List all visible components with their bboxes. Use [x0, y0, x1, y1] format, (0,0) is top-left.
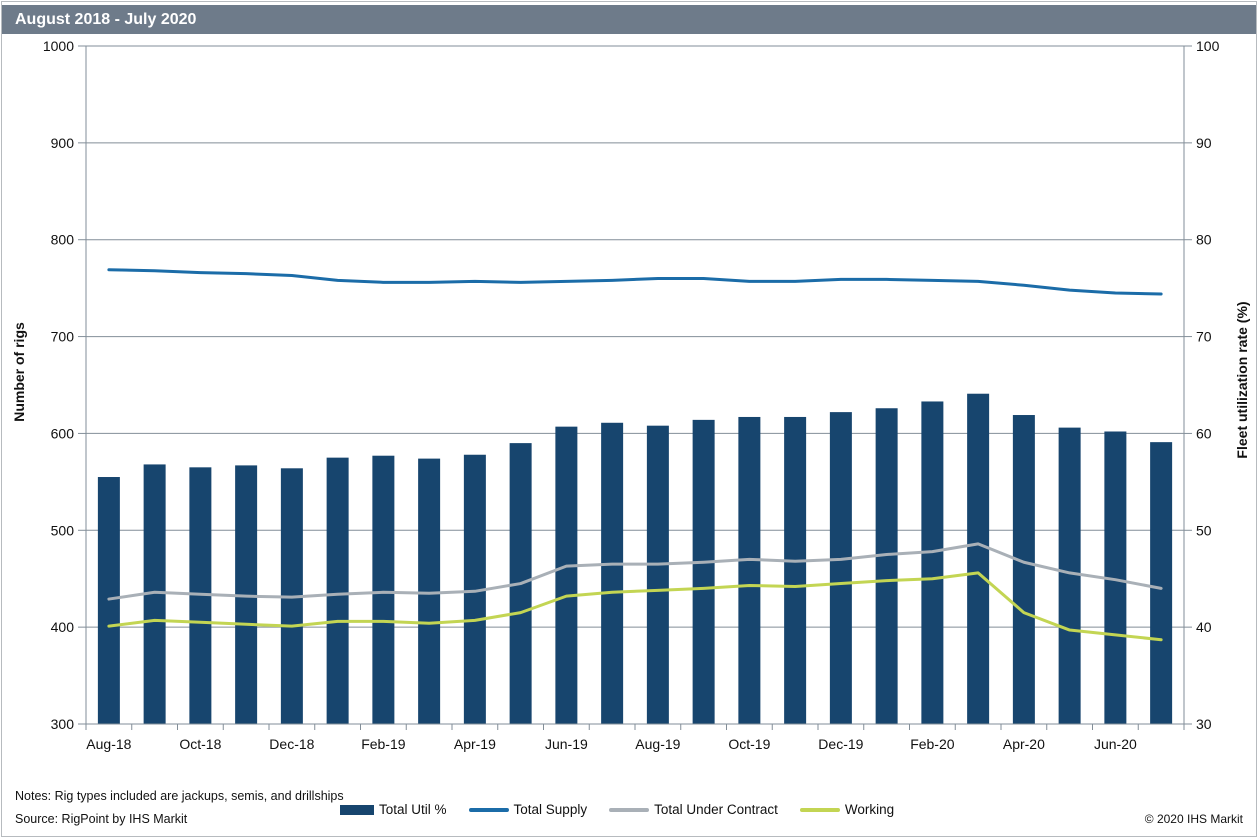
- legend-label-working: Working: [844, 802, 895, 817]
- bar-total-util: [646, 425, 669, 724]
- left-axis-title: Number of rigs: [11, 322, 27, 422]
- bar-total-util: [829, 412, 852, 724]
- legend-item-total-util: Total Util %: [340, 802, 447, 817]
- legend-item-total-under-contract: Total Under Contract: [609, 802, 778, 817]
- bar-total-util: [738, 416, 761, 724]
- bar-total-util: [692, 419, 715, 724]
- x-axis-tick-label: Apr-20: [1003, 736, 1045, 752]
- left-axis-tick-label: 300: [51, 716, 75, 732]
- left-axis-tick-label: 1000: [43, 38, 74, 54]
- right-axis-tick-label: 40: [1196, 619, 1212, 635]
- chart-title: August 2018 - July 2020: [15, 11, 197, 28]
- x-axis-tick-label: Feb-19: [361, 736, 406, 752]
- source-text: Source: RigPoint by IHS Markit: [15, 812, 188, 826]
- left-axis-tick-label: 400: [51, 619, 75, 635]
- bar-total-util: [1058, 427, 1081, 724]
- bar-total-util: [1104, 431, 1127, 724]
- legend-swatch-bar: [340, 804, 374, 815]
- bar-total-util: [875, 408, 898, 724]
- x-axis-tick-label: Apr-19: [454, 736, 496, 752]
- x-axis-tick-label: Aug-18: [86, 736, 131, 752]
- bar-total-util: [601, 422, 624, 724]
- x-axis-tick-label: Jun-19: [545, 736, 588, 752]
- bar-total-util: [967, 393, 990, 724]
- bar-total-util: [784, 416, 807, 724]
- right-axis-tick-label: 50: [1196, 522, 1212, 538]
- bar-total-util: [1150, 442, 1173, 724]
- bar-total-util: [326, 457, 349, 724]
- line-total-supply: [107, 268, 1163, 296]
- line-working: [107, 571, 1163, 642]
- left-axis-tick-label: 500: [51, 522, 75, 538]
- legend-swatch-line: [799, 807, 840, 812]
- legend-item-total-supply: Total Supply: [468, 802, 588, 817]
- right-axis-tick-label: 60: [1196, 425, 1212, 441]
- right-axis-tick-label: 100: [1196, 38, 1220, 54]
- chart-title-bar: August 2018 - July 2020: [2, 5, 1256, 34]
- legend-swatch-line: [468, 807, 509, 812]
- right-axis-tick-label: 30: [1196, 716, 1212, 732]
- bar-total-util: [1012, 415, 1035, 724]
- bar-total-util: [921, 401, 944, 724]
- x-axis-tick-label: Dec-18: [269, 736, 314, 752]
- line-total-under-contract: [107, 542, 1163, 601]
- x-axis-tick-label: Aug-19: [635, 736, 680, 752]
- legend: Total Util % Total Supply Total Under Co…: [340, 802, 894, 817]
- x-axis-tick-label: Oct-19: [728, 736, 770, 752]
- notes-text: Notes: Rig types included are jackups, s…: [15, 789, 344, 803]
- bar-total-util: [463, 454, 486, 724]
- left-axis-tick-label: 900: [51, 135, 75, 151]
- legend-swatch-line: [609, 807, 650, 812]
- left-axis-tick-label: 700: [51, 329, 75, 345]
- bar-total-util: [418, 458, 441, 724]
- x-axis-tick-label: Jun-20: [1094, 736, 1137, 752]
- bar-total-util: [143, 464, 166, 724]
- right-axis-tick-label: 70: [1196, 329, 1212, 345]
- legend-label-total-util: Total Util %: [379, 802, 447, 817]
- bar-total-util: [372, 455, 395, 724]
- left-axis-tick-label: 600: [51, 425, 75, 441]
- left-axis-tick-label: 800: [51, 232, 75, 248]
- bar-total-util: [555, 426, 578, 724]
- legend-label-total-under-contract: Total Under Contract: [654, 802, 778, 817]
- x-axis-tick-label: Dec-19: [818, 736, 863, 752]
- right-axis-tick-label: 80: [1196, 232, 1212, 248]
- legend-item-working: Working: [799, 802, 895, 817]
- right-axis-tick-label: 90: [1196, 135, 1212, 151]
- right-axis-title: Fleet utilization rate (%): [1234, 301, 1250, 459]
- legend-label-total-supply: Total Supply: [513, 802, 588, 817]
- x-axis-tick-label: Oct-18: [179, 736, 221, 752]
- x-axis-tick-label: Feb-20: [910, 736, 955, 752]
- copyright-text: © 2020 IHS Markit: [1144, 812, 1243, 826]
